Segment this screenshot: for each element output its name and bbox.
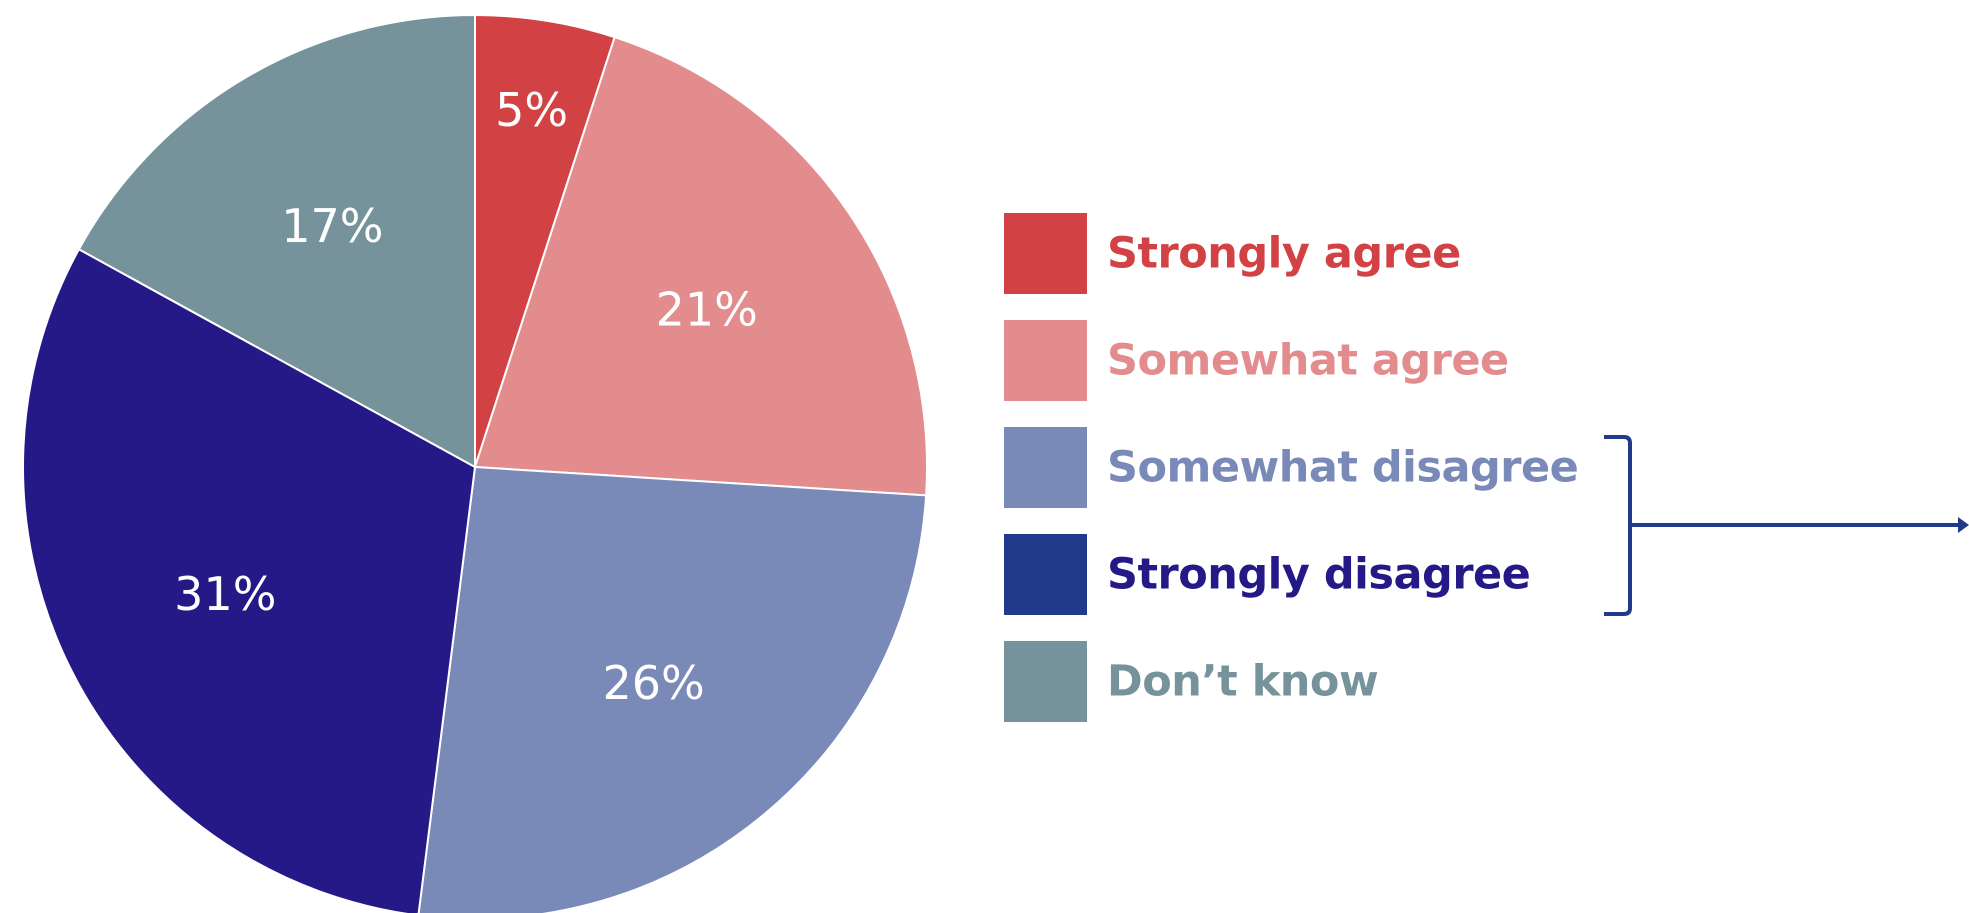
pie-slice-somewhat-agree: [473, 35, 928, 497]
legend-swatch: [1004, 213, 1087, 294]
arrowhead-icon: [1958, 517, 1969, 533]
slice-value-label: 31%: [174, 567, 276, 621]
legend-swatch: [1004, 320, 1087, 401]
legend-swatch: [1004, 427, 1087, 508]
legend-label: Somewhat agree: [1107, 336, 1509, 386]
pie-slice-labels: 5% 21% 26% 31% 17%: [174, 83, 758, 710]
pie-slice-don-t-know: [77, 13, 476, 469]
legend-swatch: [1004, 641, 1087, 722]
slice-value-label: 17%: [281, 199, 383, 253]
legend: Strongly agree Somewhat agree Somewhat dis…: [1004, 213, 1579, 722]
pie-slice-somewhat-disagree: [417, 465, 928, 913]
disagree-bracket: [1604, 435, 1969, 616]
legend-label: Strongly disagree: [1107, 550, 1530, 600]
legend-swatch: [1004, 534, 1087, 615]
slice-value-label: 5%: [495, 83, 568, 137]
legend-label: Somewhat disagree: [1107, 443, 1578, 493]
pie-slices: [22, 13, 928, 913]
slice-value-label: 26%: [603, 656, 705, 710]
pie-slice-strongly-agree: [474, 13, 616, 468]
legend-label: Don’t know: [1107, 657, 1378, 707]
legend-label: Strongly agree: [1107, 229, 1461, 279]
pie-slice-strongly-disagree: [22, 247, 477, 913]
slice-value-label: 21%: [656, 282, 758, 336]
bracket-line: [1604, 435, 1632, 616]
